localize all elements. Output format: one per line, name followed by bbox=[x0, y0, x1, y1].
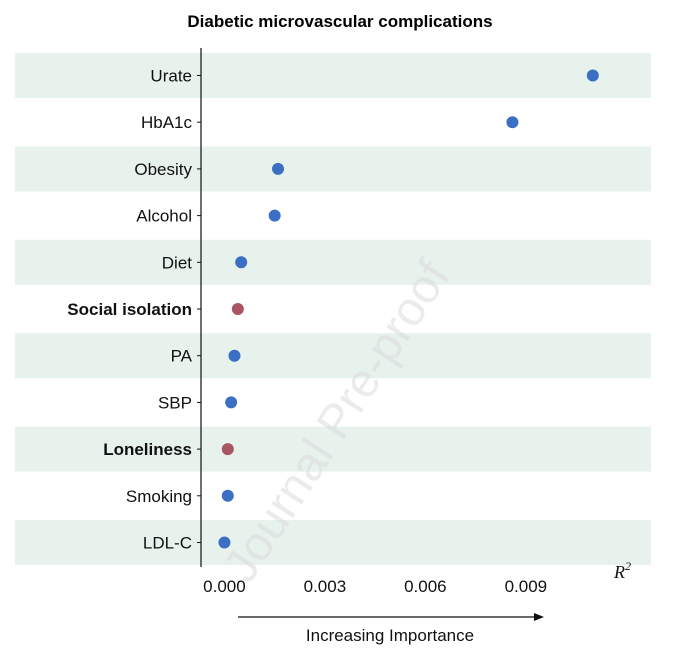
data-point bbox=[268, 209, 281, 222]
category-label: Smoking bbox=[126, 487, 192, 506]
axis-symbol-sup: 2 bbox=[625, 559, 631, 573]
data-point bbox=[221, 443, 234, 456]
data-point bbox=[272, 162, 285, 175]
importance-arrowhead bbox=[534, 613, 544, 621]
category-label: Loneliness bbox=[103, 440, 192, 459]
data-points bbox=[218, 69, 599, 549]
data-point bbox=[221, 489, 234, 502]
category-label: Social isolation bbox=[67, 300, 192, 319]
category-labels: Urate HbA1c Obesity Alcohol Diet Social isola… bbox=[67, 67, 201, 553]
data-point bbox=[231, 303, 244, 315]
x-tick-label: 0.009 bbox=[505, 577, 548, 596]
x-tick-label: 0.000 bbox=[203, 577, 246, 596]
category-label: Obesity bbox=[134, 160, 192, 179]
category-label: Urate bbox=[150, 67, 192, 86]
row-band bbox=[15, 426, 651, 472]
data-point bbox=[235, 256, 248, 269]
chart-title: Diabetic microvascular complications bbox=[187, 12, 492, 31]
category-label: LDL-C bbox=[143, 534, 192, 553]
category-label: SBP bbox=[158, 393, 192, 412]
axis-symbol: R2 bbox=[613, 559, 631, 582]
data-point bbox=[506, 116, 519, 129]
row-band bbox=[15, 239, 651, 285]
row-bands bbox=[15, 53, 651, 565]
axis-symbol-r: R bbox=[613, 562, 625, 582]
row-band bbox=[15, 520, 651, 565]
row-band bbox=[15, 53, 651, 98]
data-point bbox=[225, 396, 238, 409]
row-band bbox=[15, 333, 651, 379]
data-point bbox=[218, 536, 231, 549]
x-axis-label: Increasing Importance bbox=[306, 626, 474, 645]
x-tick-labels: 0.000 0.003 0.006 0.009 bbox=[203, 577, 547, 596]
data-point bbox=[586, 69, 599, 82]
category-label: Alcohol bbox=[136, 207, 192, 226]
row-band bbox=[15, 146, 651, 192]
category-label: Diet bbox=[162, 253, 193, 272]
x-tick-label: 0.003 bbox=[304, 577, 347, 596]
category-label: HbA1c bbox=[141, 113, 193, 132]
x-tick-label: 0.006 bbox=[404, 577, 447, 596]
category-label: PA bbox=[171, 347, 193, 366]
data-point bbox=[228, 349, 241, 362]
